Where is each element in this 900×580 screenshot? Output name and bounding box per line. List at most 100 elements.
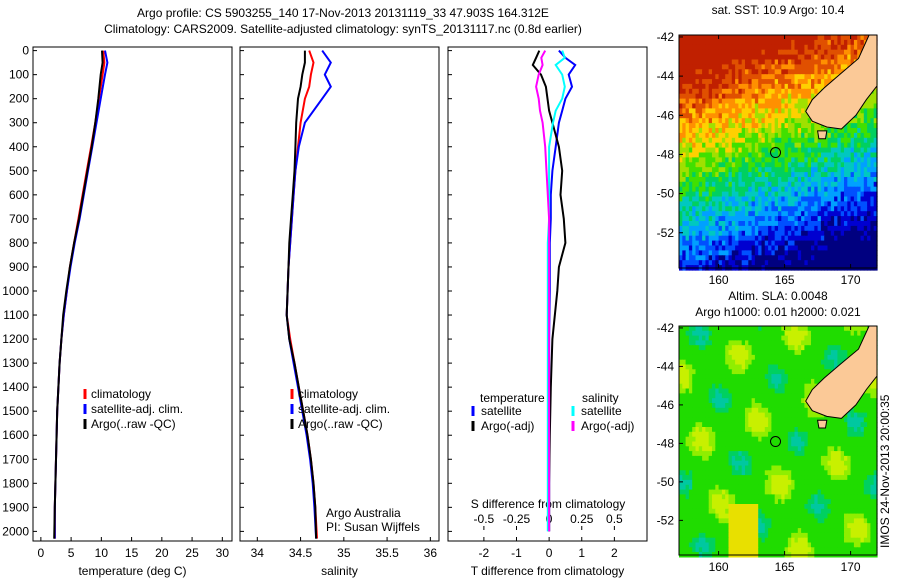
map-cell <box>794 172 799 178</box>
map-cell <box>764 388 769 394</box>
map-cell <box>791 211 796 217</box>
map-cell <box>853 441 858 447</box>
map-cell <box>830 340 835 346</box>
map-cell <box>685 142 690 149</box>
map-cell <box>840 167 845 173</box>
map-cell <box>853 35 858 41</box>
map-cell <box>801 162 805 168</box>
map-cell <box>873 118 878 124</box>
map-cell <box>685 221 690 227</box>
map-cell <box>834 451 838 457</box>
map-cell <box>708 465 713 471</box>
map-cell <box>778 260 782 266</box>
map-cell <box>682 196 687 202</box>
map-cell <box>708 113 713 119</box>
map-cell <box>791 108 796 114</box>
map-cell <box>679 335 683 341</box>
map-cell <box>811 216 815 222</box>
legend-label: Argo(-adj) <box>581 419 634 433</box>
map-cell <box>778 460 782 467</box>
map-cell <box>768 354 772 361</box>
map-cell <box>728 393 733 399</box>
map-cell <box>853 181 858 188</box>
map-cell <box>797 137 802 144</box>
map-cell <box>768 118 772 124</box>
map-cell <box>712 354 716 361</box>
map-cell <box>787 326 792 332</box>
map-cell <box>771 398 776 404</box>
map-cell <box>814 221 819 227</box>
map-cell <box>748 431 753 438</box>
map-cell <box>824 250 829 256</box>
map-cell <box>784 475 789 481</box>
map-cell <box>705 364 710 370</box>
map-cell <box>834 326 838 332</box>
map-cell <box>688 132 693 139</box>
map-cell <box>698 69 703 75</box>
map-cell <box>698 240 703 247</box>
map-cell <box>844 455 848 462</box>
map-cell <box>824 446 829 452</box>
map-cell <box>725 460 730 467</box>
map-cell <box>771 407 776 414</box>
map-cell <box>781 44 786 51</box>
map-cell <box>705 128 710 134</box>
map-cell <box>731 475 736 481</box>
map-cell <box>725 162 730 168</box>
map-cell <box>787 455 792 462</box>
map-cell <box>754 49 759 56</box>
map-cell <box>685 255 690 261</box>
map-cell <box>754 147 759 154</box>
map-cell <box>741 340 746 346</box>
map-cell <box>827 35 832 41</box>
map-cell <box>754 250 759 256</box>
map-cell <box>820 427 825 433</box>
map-cell <box>761 186 766 193</box>
map-cell <box>804 255 809 261</box>
map-cell <box>721 211 726 217</box>
map-cell <box>814 359 819 366</box>
map-cell <box>870 446 875 452</box>
map-cell <box>853 250 858 256</box>
map-cell <box>715 59 720 65</box>
map-cell <box>718 167 723 173</box>
map-cell <box>708 422 713 428</box>
map-cell <box>830 431 835 438</box>
map-cell <box>715 181 720 188</box>
map-cell <box>679 350 683 356</box>
map-cell <box>844 123 848 129</box>
map-cell <box>735 465 739 471</box>
map-cell <box>778 470 782 476</box>
map-cell <box>751 59 756 65</box>
map-cell <box>702 369 706 375</box>
map-cell <box>840 201 845 207</box>
map-cell <box>741 427 746 433</box>
map-cell <box>853 216 858 222</box>
map-cell <box>758 412 763 418</box>
map-cell <box>712 49 716 56</box>
map-cell <box>837 162 842 168</box>
map-cell <box>811 211 815 217</box>
map-cell <box>824 142 829 149</box>
map-cell <box>728 235 733 242</box>
map-cell <box>870 201 875 207</box>
map-cell <box>794 196 799 202</box>
map-cell <box>712 350 716 356</box>
map-cell <box>867 98 871 105</box>
map-cell <box>791 235 796 242</box>
map-cell <box>695 172 700 178</box>
map-cell <box>824 455 829 462</box>
map-cell <box>847 147 852 154</box>
map-cell <box>721 359 726 366</box>
map-cell <box>787 59 792 65</box>
map-cell <box>692 235 697 242</box>
map-cell <box>685 475 690 481</box>
map-cell <box>824 206 829 212</box>
map-cell <box>794 39 799 46</box>
map-cell <box>807 186 812 193</box>
legend-header-salinity: salinity <box>582 391 619 405</box>
map-cell <box>745 250 749 256</box>
map-cell <box>682 201 687 207</box>
map-cell <box>764 393 769 399</box>
